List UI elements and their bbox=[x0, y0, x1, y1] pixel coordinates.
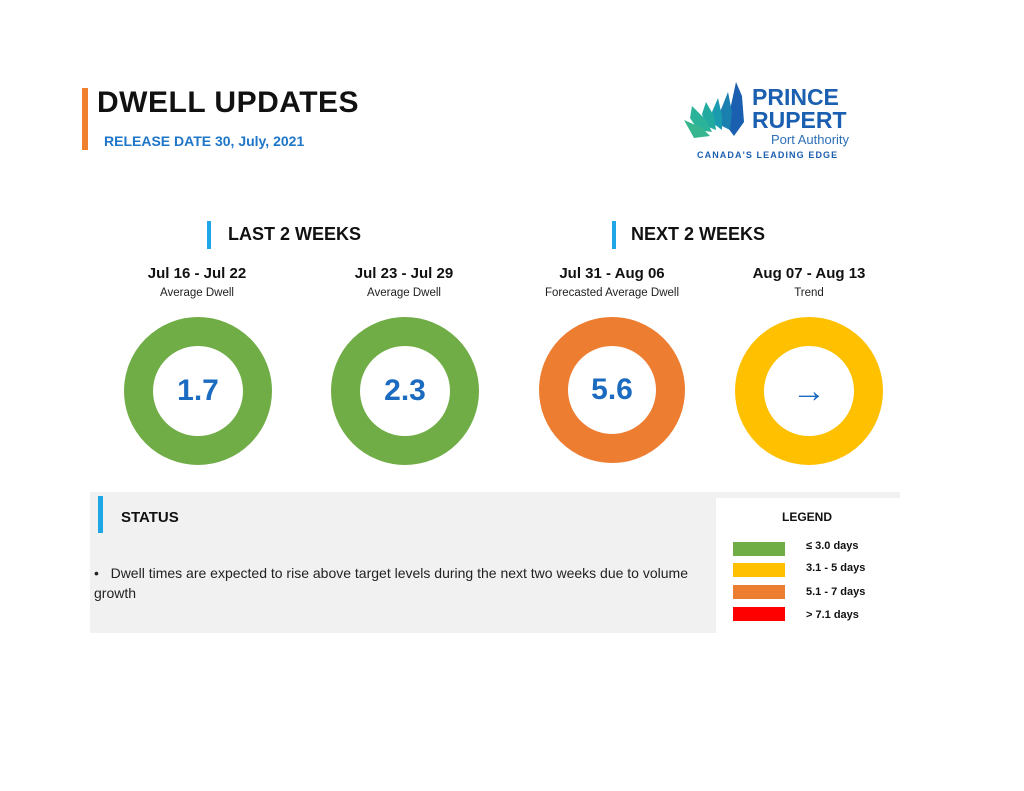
period-2-dwell-ring: 2.3 bbox=[331, 317, 479, 465]
maple-leaf-logo-icon bbox=[684, 82, 744, 138]
period-2-value: 2.3 bbox=[384, 374, 426, 407]
legend-title: LEGEND bbox=[782, 510, 833, 524]
legend-swatch-red bbox=[733, 607, 785, 621]
logo-text-port-authority: Port Authority bbox=[771, 132, 850, 147]
legend-swatch-orange bbox=[733, 585, 785, 599]
period-4-trend-ring: → bbox=[735, 317, 883, 465]
period-1-dates: Jul 16 - Jul 22 bbox=[147, 265, 247, 282]
status-title: STATUS bbox=[121, 509, 179, 526]
status-message: Dwell times are expected to rise above t… bbox=[94, 565, 688, 601]
period-1-label: Average Dwell bbox=[160, 287, 234, 299]
period-1-dwell-ring: 1.7 bbox=[124, 317, 272, 465]
last-weeks-accent-bar bbox=[207, 221, 211, 249]
logo-text-prince: PRINCE bbox=[752, 84, 839, 110]
logo-text-rupert: RUPERT bbox=[752, 107, 847, 133]
section-title-last-2-weeks: LAST 2 WEEKS bbox=[228, 224, 362, 244]
period-3-dates: Jul 31 - Aug 06 bbox=[559, 265, 665, 282]
prince-rupert-logo bbox=[682, 82, 862, 162]
period-4-label: Trend bbox=[794, 287, 824, 299]
period-3-label: Forecasted Average Dwell bbox=[544, 287, 680, 299]
status-accent-bar bbox=[98, 496, 103, 533]
status-text: • Dwell times are expected to rise above… bbox=[94, 563, 704, 603]
title-accent-bar bbox=[82, 88, 88, 150]
legend-label-2: 3.1 - 5 days bbox=[806, 562, 866, 574]
legend-swatch-green bbox=[733, 542, 785, 556]
legend-label-4: > 7.1 days bbox=[806, 609, 859, 621]
logo-tagline: CANADA'S LEADING EDGE bbox=[697, 150, 839, 160]
section-title-next-2-weeks: NEXT 2 WEEKS bbox=[631, 224, 766, 244]
trend-arrow-icon: → bbox=[792, 371, 826, 410]
bullet-icon: • bbox=[94, 565, 99, 581]
next-weeks-accent-bar bbox=[612, 221, 616, 249]
release-date: RELEASE DATE 30, July, 2021 bbox=[104, 133, 305, 149]
period-3-dwell-ring: 5.6 bbox=[539, 317, 685, 463]
legend-swatch-yellow bbox=[733, 563, 785, 577]
period-2-dates: Jul 23 - Jul 29 bbox=[354, 265, 454, 282]
period-3-value: 5.6 bbox=[591, 373, 633, 406]
period-2-label: Average Dwell bbox=[367, 287, 441, 299]
period-1-value: 1.7 bbox=[177, 374, 219, 407]
legend-label-3: 5.1 - 7 days bbox=[806, 586, 866, 598]
page-title: DWELL UPDATES bbox=[97, 86, 360, 119]
legend-label-1: ≤ 3.0 days bbox=[806, 540, 859, 552]
period-4-dates: Aug 07 - Aug 13 bbox=[752, 265, 866, 282]
